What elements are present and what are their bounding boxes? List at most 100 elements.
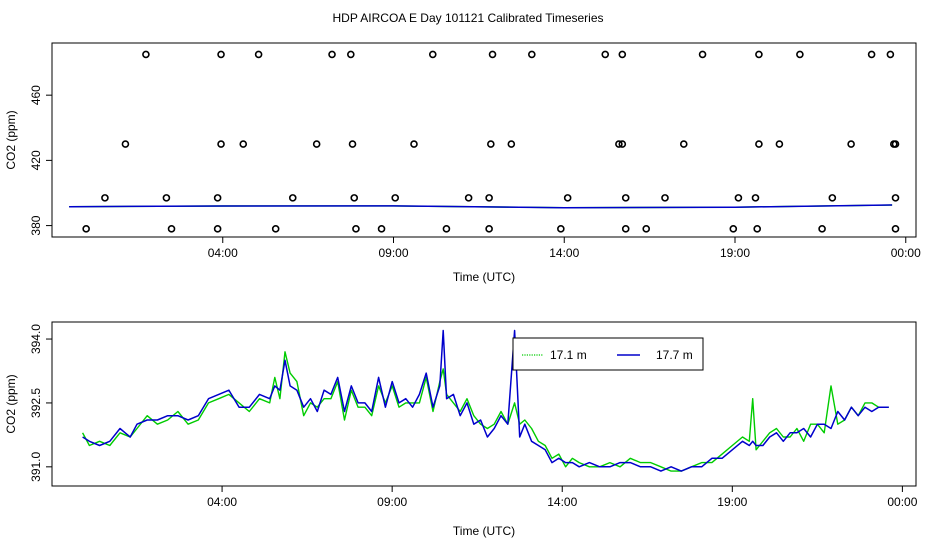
calibration-point <box>487 140 495 148</box>
top-calibration-points <box>82 50 900 233</box>
calibration-point <box>698 50 707 59</box>
bottom-y-axis: 391.0 392.5 394.0 <box>29 324 52 482</box>
calibration-point <box>217 140 225 148</box>
calibration-point <box>679 140 688 148</box>
y-tick-label: 420 <box>29 150 43 170</box>
calibration-point <box>886 50 895 59</box>
calibration-point <box>350 194 359 202</box>
bottom-y-axis-label: CO2 (ppm) <box>4 374 18 433</box>
calibration-point <box>867 50 876 59</box>
y-tick-label: 394.0 <box>29 324 43 354</box>
calibration-point <box>507 140 516 148</box>
top-panel: 04:00 09:00 14:00 19:00 00:00 380 420 460 Time… <box>4 42 921 284</box>
calibration-point <box>818 225 826 233</box>
bottom-panel: 04:00 09:00 14:00 19:00 00:00 391.0 392.5 394.… <box>4 321 918 538</box>
calibration-point <box>618 50 627 59</box>
top-x-axis-label: Time (UTC) <box>453 270 515 284</box>
x-tick-label: 04:00 <box>208 246 238 260</box>
series-line-17-1-m <box>81 351 889 472</box>
calibration-point <box>213 194 222 202</box>
x-tick-label: 19:00 <box>717 495 747 509</box>
calibration-point <box>661 194 669 202</box>
calibration-point <box>729 225 738 233</box>
calibration-point <box>347 50 355 59</box>
calibration-point <box>352 225 360 233</box>
calibration-point <box>428 50 437 59</box>
calibration-point <box>254 50 263 59</box>
bottom-x-axis: 04:00 09:00 14:00 19:00 00:00 <box>207 486 918 509</box>
x-tick-label: 14:00 <box>547 495 577 509</box>
calibration-point <box>101 194 109 202</box>
calibration-point <box>239 140 248 148</box>
top-plot-frame <box>51 42 917 238</box>
calibration-point <box>288 194 297 202</box>
calibration-point <box>271 225 280 233</box>
calibration-point <box>891 194 900 202</box>
calibration-point <box>891 225 900 233</box>
x-tick-label: 04:00 <box>207 495 237 509</box>
calibration-point <box>563 194 572 202</box>
calibration-point <box>348 140 357 148</box>
calibration-point <box>162 194 171 202</box>
calibration-point <box>828 194 837 202</box>
calibration-point <box>82 225 90 233</box>
top-y-axis-label: CO2 (ppm) <box>4 110 18 169</box>
calibration-point <box>621 225 630 233</box>
calibration-point <box>751 194 760 202</box>
legend-label-17-1m: 17.1 m <box>550 348 587 362</box>
x-tick-label: 14:00 <box>549 246 579 260</box>
calibration-point <box>615 140 623 148</box>
legend-label-17-7m: 17.7 m <box>656 348 693 362</box>
calibration-point <box>410 140 418 148</box>
legend: 17.1 m 17.7 m <box>512 337 704 371</box>
calibration-point <box>890 140 898 148</box>
calibration-point <box>601 50 610 59</box>
calibration-point <box>734 194 743 202</box>
x-tick-label: 00:00 <box>887 495 917 509</box>
x-tick-label: 00:00 <box>891 246 921 260</box>
series-line-17-7-m <box>69 204 893 209</box>
top-y-axis: 380 420 460 <box>29 85 52 236</box>
calibration-point <box>755 50 763 59</box>
top-x-axis: 04:00 09:00 14:00 19:00 00:00 <box>208 237 921 260</box>
calibration-point <box>121 140 130 148</box>
bottom-series-lines <box>81 329 889 472</box>
series-line-17-7-m <box>82 329 889 472</box>
calibration-point <box>485 225 493 233</box>
calibration-point <box>485 194 493 202</box>
calibration-point <box>391 194 400 202</box>
calibration-point <box>847 140 855 148</box>
calibration-point <box>213 225 222 233</box>
calibration-point <box>775 140 784 148</box>
bottom-plot-frame <box>51 321 917 487</box>
calibration-point <box>167 225 176 233</box>
calibration-point <box>142 50 150 59</box>
calibration-point <box>642 225 651 233</box>
calibration-point <box>753 225 762 233</box>
x-tick-label: 09:00 <box>377 495 407 509</box>
x-tick-label: 19:00 <box>720 246 750 260</box>
calibration-point <box>328 50 336 59</box>
calibration-point <box>755 140 763 148</box>
calibration-point <box>796 50 804 59</box>
calibration-point <box>312 140 321 148</box>
calibration-point <box>618 140 627 148</box>
y-tick-label: 392.5 <box>29 388 43 418</box>
calibration-point <box>464 194 473 202</box>
bottom-x-axis-label: Time (UTC) <box>453 524 515 538</box>
calibration-point <box>557 225 565 233</box>
y-tick-label: 391.0 <box>29 451 43 481</box>
y-tick-label: 460 <box>29 85 43 105</box>
legend-box <box>512 337 704 371</box>
chart-title: HDP AIRCOA E Day 101121 Calibrated Times… <box>332 11 603 25</box>
calibration-point <box>442 225 451 233</box>
calibration-point <box>621 194 630 202</box>
y-tick-label: 380 <box>29 215 43 235</box>
calibration-point <box>377 225 386 233</box>
calibration-point <box>217 50 225 59</box>
calibration-point <box>488 50 497 59</box>
calibration-point <box>528 50 536 59</box>
x-tick-label: 09:00 <box>378 246 408 260</box>
top-series-lines <box>69 204 893 209</box>
